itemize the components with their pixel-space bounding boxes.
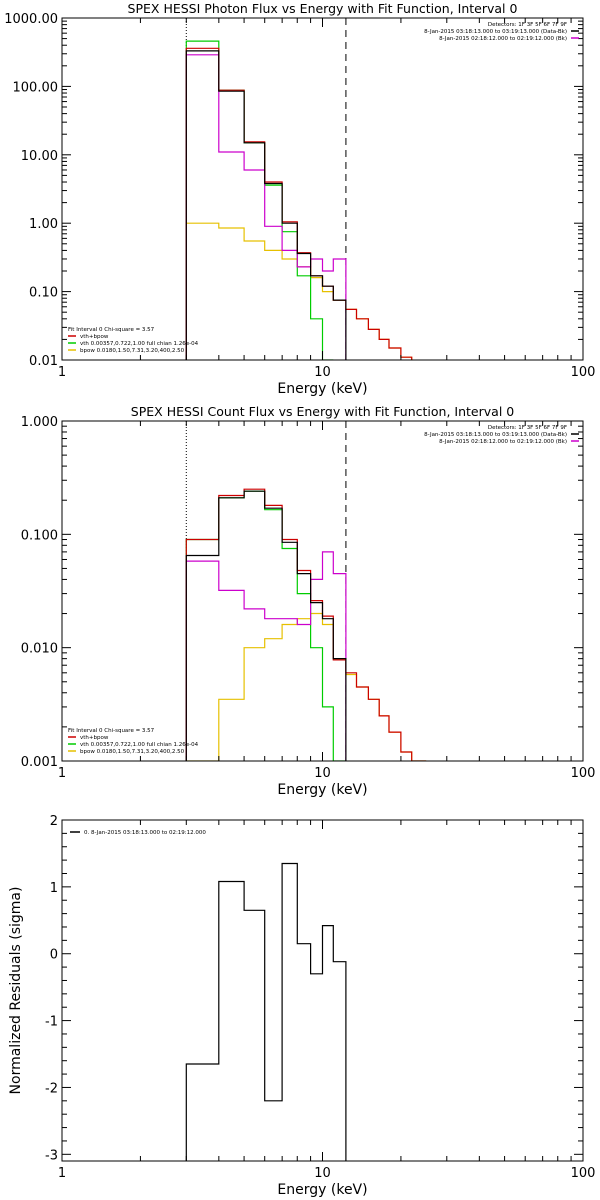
- legend-residual-interval: 0. 8-Jan-2015 03:18:13.000 to 02:19:12.0…: [84, 830, 206, 836]
- series-total_fit: [185, 47, 413, 360]
- plot-frame: [61, 819, 584, 1162]
- x-axis-label: Energy (keV): [277, 782, 367, 798]
- chart-panel-2: SPEX HESSI Count Flux vs Energy with Fit…: [21, 404, 596, 798]
- chart-title: SPEX HESSI Photon Flux vs Energy with Fi…: [128, 1, 518, 16]
- legend-total-fit: vth+bpow: [80, 735, 109, 741]
- plot-area: [185, 18, 413, 360]
- y-tick-label: 0.100: [21, 528, 58, 543]
- legend-bottom-left: Fit Interval 0 Chi-square = 3.57vth+bpow…: [68, 728, 199, 755]
- series-background: [185, 54, 347, 360]
- chart-title: SPEX HESSI Count Flux vs Energy with Fit…: [131, 404, 514, 419]
- plot-area: [185, 421, 427, 761]
- legend-bottom-left: Fit Interval 0 Chi-square = 3.57vth+bpow…: [68, 327, 199, 354]
- legend-data-interval: 8-Jan-2015 03:18:13.000 to 03:19:13.000 …: [424, 432, 567, 438]
- series-data: [185, 490, 347, 761]
- legend-top-right: Detectors: 1F 3F 5F 6F 7F 9F8-Jan-2015 0…: [424, 425, 579, 445]
- y-tick-label: 100.00: [13, 80, 59, 95]
- series-data: [185, 50, 347, 360]
- chart-panel-1: SPEX HESSI Photon Flux vs Energy with Fi…: [4, 1, 595, 397]
- series-bpow: [185, 222, 413, 360]
- legend-bk-interval: 8-Jan-2015 02:18:12.000 to 02:19:12.000 …: [439, 36, 567, 42]
- y-tick-label: 1.00: [29, 217, 58, 232]
- x-axis: 1 10 100 Energy (keV): [58, 421, 596, 798]
- x-tick-label: 10: [314, 766, 331, 781]
- legend-bpow: bpow 0.0180,1.50,7.31,3.20,400,2.50: [80, 348, 185, 354]
- legend-top-right: Detectors: 1F 3F 5F 6F 7F 9F8-Jan-2015 0…: [424, 22, 579, 42]
- plot-frame: [61, 420, 584, 762]
- x-tick-label: 1: [58, 365, 66, 380]
- x-tick-label: 100: [571, 1166, 596, 1181]
- y-axis-label: Normalized Residuals (sigma): [8, 887, 24, 1095]
- chart-panel-3: 1 10 100 Energy (keV) -3 -2 -1 0 1 2 Normalized Re…: [8, 814, 595, 1198]
- series-vth: [185, 490, 346, 761]
- y-tick-label: 2: [50, 814, 58, 829]
- x-tick-label: 1: [58, 1166, 66, 1181]
- y-tick-label: 0.10: [29, 286, 58, 301]
- legend-bk-interval: 8-Jan-2015 02:18:12.000 to 02:19:12.000 …: [439, 439, 567, 445]
- legend-detectors: Detectors: 1F 3F 5F 6F 7F 9F: [488, 22, 567, 28]
- y-axis: -3 -2 -1 0 1 2 Normalized Residuals (sigma): [8, 814, 583, 1163]
- legend-top-left: 0. 8-Jan-2015 03:18:13.000 to 02:19:12.0…: [70, 830, 206, 836]
- legend-vth: vth 0.00357,0.722,1.00 full chian 1.26e-…: [80, 742, 199, 748]
- y-tick-label: 1: [50, 881, 58, 896]
- legend-total-fit: vth+bpow: [80, 334, 109, 340]
- y-tick-label: -1: [45, 1015, 58, 1030]
- series-total_fit: [185, 488, 427, 761]
- series-bpow: [186, 612, 427, 761]
- plot-frame: [61, 17, 584, 361]
- legend-vth: vth 0.00357,0.722,1.00 full chian 1.26e-…: [80, 341, 199, 347]
- plot-area: [185, 862, 347, 1161]
- y-tick-label: 0.010: [21, 642, 58, 657]
- y-tick-label: -3: [45, 1148, 58, 1163]
- legend-data-interval: 8-Jan-2015 03:18:13.000 to 03:19:13.000 …: [424, 29, 567, 35]
- y-tick-label: 1.000: [21, 415, 58, 430]
- y-axis: 0.01 0.10 1.00 10.00 100.00 1000.00: [4, 12, 583, 369]
- y-tick-label: 10.00: [21, 149, 58, 164]
- y-tick-label: 0.01: [29, 354, 58, 369]
- y-tick-label: -2: [45, 1081, 58, 1096]
- legend-detectors: Detectors: 1F 3F 5F 6F 7F 9F: [488, 425, 567, 431]
- x-tick-label: 10: [314, 365, 331, 380]
- series-vth: [185, 40, 334, 360]
- x-tick-label: 1: [58, 766, 66, 781]
- legend-bpow: bpow 0.0180,1.50,7.31,3.20,400,2.50: [80, 749, 185, 755]
- series-background: [185, 551, 347, 761]
- y-tick-label: 1000.00: [4, 12, 58, 27]
- x-tick-label: 100: [571, 766, 596, 781]
- x-tick-label: 10: [314, 1166, 331, 1181]
- x-axis: 1 10 100 Energy (keV): [58, 18, 596, 397]
- x-axis-label: Energy (keV): [277, 381, 367, 397]
- legend-chi-square: Fit Interval 0 Chi-square = 3.57: [68, 728, 155, 734]
- y-axis: 0.001 0.010 0.100 1.000: [21, 415, 583, 770]
- series-data: [185, 862, 347, 1161]
- x-tick-label: 100: [571, 365, 596, 380]
- x-axis-label: Energy (keV): [277, 1182, 367, 1198]
- y-tick-label: 0.001: [21, 755, 58, 770]
- y-tick-label: 0: [50, 948, 58, 963]
- x-axis: 1 10 100 Energy (keV): [58, 820, 596, 1198]
- legend-chi-square: Fit Interval 0 Chi-square = 3.57: [68, 327, 155, 333]
